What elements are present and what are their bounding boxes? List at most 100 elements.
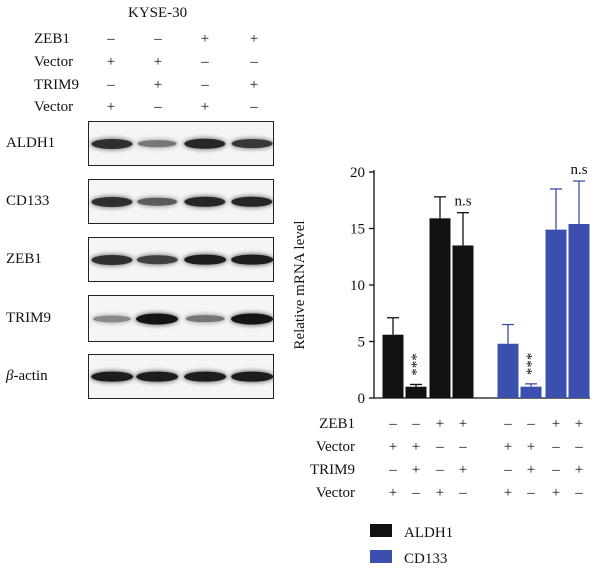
blot-protein-label: ZEB1	[6, 251, 42, 267]
blot-condition-sign: +	[200, 99, 210, 115]
blot-band	[91, 196, 133, 207]
blot-condition-label: Vector	[34, 54, 74, 70]
chart-condition-sign: –	[551, 439, 560, 455]
bar	[568, 223, 590, 398]
chart-condition-sign: –	[574, 439, 583, 455]
blot-band	[231, 138, 273, 149]
bar	[429, 218, 451, 398]
blot-band	[136, 313, 178, 324]
blot-condition-sign: –	[250, 99, 258, 115]
blot-band	[184, 138, 226, 149]
chart-condition-sign: +	[575, 462, 583, 478]
chart-condition-sign: +	[552, 416, 560, 432]
blot-band	[136, 254, 178, 265]
chart-condition-sign: +	[436, 485, 444, 501]
blot-condition-sign: +	[249, 31, 259, 47]
y-axis-label: Relative mRNA level	[292, 220, 308, 349]
chart-condition-sign: +	[412, 439, 420, 455]
cell-line-title: KYSE-30	[128, 5, 188, 21]
chart-condition-sign: –	[388, 462, 397, 478]
chart-condition-sign: +	[389, 485, 397, 501]
blot-band	[185, 314, 225, 323]
blot-band	[91, 138, 133, 149]
chart-condition-sign: +	[459, 416, 467, 432]
blot-panel-trim9	[88, 295, 274, 342]
bar	[405, 386, 427, 398]
blot-condition-sign: +	[200, 31, 210, 47]
chart-condition-sign: –	[388, 416, 397, 432]
legend-swatch	[370, 550, 392, 563]
blot-condition-sign: –	[201, 54, 209, 70]
chart-error-bars	[387, 180, 585, 387]
blot-protein-label: CD133	[6, 193, 50, 209]
blot-band	[137, 139, 177, 148]
blot-band	[231, 254, 273, 265]
chart-condition-sign: –	[574, 485, 583, 501]
chart-condition-sign: –	[435, 439, 444, 455]
blot-band	[184, 371, 226, 382]
blot-panel-zeb1	[88, 237, 274, 282]
blot-band	[136, 371, 178, 382]
blot-condition-label: TRIM9	[34, 77, 79, 93]
bar	[497, 343, 519, 398]
blot-condition-sign: +	[153, 54, 163, 70]
chart-condition-sign: –	[435, 462, 444, 478]
y-tick-label: 0	[358, 391, 366, 407]
blot-condition-sign: +	[153, 77, 163, 93]
chart-condition-table: ZEB1– – + + – – + +Vector + + – – + + – –TRIM9– + – + – + – +V…	[310, 416, 583, 501]
legend-label: CD133	[404, 551, 447, 567]
chart-condition-label: ZEB1	[319, 416, 355, 432]
blot-condition-sign: –	[250, 54, 258, 70]
y-tick-label: 10	[350, 278, 365, 294]
legend-label: ALDH1	[404, 525, 453, 541]
chart-condition-sign: –	[526, 416, 535, 432]
chart-condition-sign: –	[458, 439, 467, 455]
blot-condition-sign: –	[107, 31, 115, 47]
chart-condition-sign: +	[459, 462, 467, 478]
y-tick-label: 5	[358, 335, 366, 351]
actin-label: -actin	[13, 368, 48, 384]
chart-condition-sign: +	[436, 416, 444, 432]
blot-condition-sign: –	[201, 77, 209, 93]
chart-condition-sign: –	[411, 416, 420, 432]
blot-condition-label: Vector	[34, 99, 74, 115]
significance-label: ***	[409, 353, 425, 376]
blot-band	[91, 371, 133, 382]
chart-condition-sign: +	[527, 462, 535, 478]
chart-condition-sign: +	[504, 439, 512, 455]
blot-panel-cd133	[88, 179, 274, 224]
blot-band	[231, 313, 273, 324]
y-tick-label: 20	[350, 165, 365, 181]
bar	[520, 386, 542, 398]
blot-band	[92, 314, 132, 323]
blot-band	[137, 197, 177, 206]
chart-condition-sign: –	[503, 462, 512, 478]
chart-condition-sign: –	[411, 485, 420, 501]
chart-condition-sign: +	[389, 439, 397, 455]
blot-band	[184, 196, 226, 207]
bar	[452, 245, 474, 398]
blot-panel-aldh1	[88, 121, 274, 166]
blot-condition-sign: +	[249, 77, 259, 93]
chart-annotations: *** n.s *** n.s	[409, 162, 588, 376]
significance-label: ***	[524, 353, 540, 376]
blot-protein-label: ALDH1	[6, 135, 56, 151]
bar	[382, 334, 404, 398]
chart-condition-label: TRIM9	[310, 462, 355, 478]
chart-condition-sign: –	[503, 416, 512, 432]
blot-condition-sign: –	[107, 77, 115, 93]
chart-bars	[382, 218, 590, 398]
bar	[545, 229, 567, 398]
legend-swatch	[370, 524, 392, 537]
chart-condition-sign: +	[552, 485, 560, 501]
significance-label: n.s	[570, 162, 587, 178]
blot-protein-label: TRIM9	[6, 310, 51, 326]
chart-condition-label: Vector	[316, 439, 355, 455]
blot-condition-sign: –	[154, 31, 162, 47]
chart-axes: 0 5 10 15 20 Relative mRNA level	[292, 165, 590, 407]
chart-condition-sign: +	[575, 416, 583, 432]
chart-condition-sign: +	[504, 485, 512, 501]
blot-band	[184, 254, 226, 265]
blot-condition-sign: +	[106, 54, 116, 70]
